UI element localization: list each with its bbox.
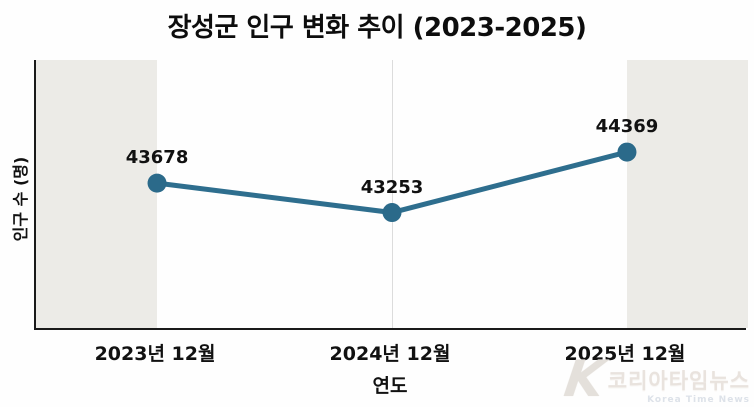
data-point-marker: [617, 142, 637, 162]
data-point-label: 44369: [595, 116, 659, 138]
chart-title: 장성군 인구 변화 추이 (2023-2025): [167, 13, 587, 43]
left-shaded-band: [36, 60, 158, 328]
data-point-marker: [147, 173, 167, 193]
right-shaded-band: [626, 60, 748, 328]
x-axis-title: 연도: [372, 375, 408, 397]
line-series: [147, 142, 637, 223]
y-axis-title: 인구 수 (명): [11, 156, 30, 242]
x-tick-label: 2023년 12월: [94, 343, 216, 365]
vertical-gridline: [392, 60, 393, 328]
data-point-label: 43253: [360, 176, 424, 198]
x-tick-label: 2025년 12월: [564, 343, 686, 365]
data-point-label: 43678: [125, 147, 189, 169]
data-point-marker: [382, 203, 402, 223]
x-tick-label: 2024년 12월: [329, 343, 451, 365]
plot-area: 43678 43253 44369: [34, 60, 748, 330]
